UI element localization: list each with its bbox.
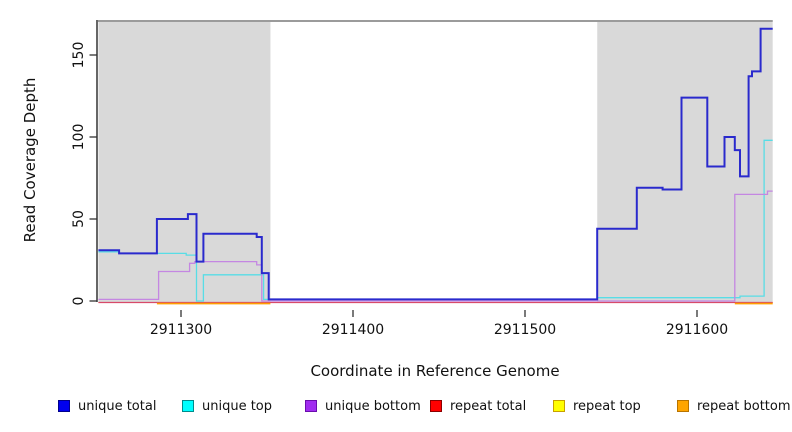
legend-label: repeat total bbox=[450, 398, 527, 414]
shaded-region bbox=[98, 20, 271, 303]
x-tick-label: 2911400 bbox=[321, 322, 385, 338]
legend-label: unique bottom bbox=[325, 398, 421, 414]
legend-swatch-icon bbox=[677, 400, 689, 412]
y-tick-label: 0 bbox=[71, 296, 87, 306]
legend-item-repeat-top: repeat top bbox=[553, 398, 641, 414]
legend-label: repeat bottom bbox=[697, 398, 791, 414]
x-tick-label: 2911500 bbox=[493, 322, 557, 338]
legend-item-repeat-total: repeat total bbox=[430, 398, 526, 414]
y-axis-label: Read Coverage Depth bbox=[21, 77, 39, 243]
legend-item-repeat-bottom: repeat bottom bbox=[677, 398, 791, 414]
legend-item-unique-top: unique top bbox=[182, 398, 272, 414]
y-tick-label: 50 bbox=[71, 210, 87, 228]
legend-item-unique-bottom: unique bottom bbox=[305, 398, 421, 414]
x-tick-label: 2911600 bbox=[665, 322, 729, 338]
x-tick-label: 2911300 bbox=[149, 322, 213, 338]
legend-item-unique-total: unique total bbox=[58, 398, 156, 414]
legend-swatch-icon bbox=[430, 400, 442, 412]
legend-label: unique top bbox=[202, 398, 273, 414]
legend-swatch-icon bbox=[58, 400, 70, 412]
series-line-unique-total bbox=[98, 27, 773, 301]
legend-swatch-icon bbox=[553, 400, 565, 412]
y-tick-label: 150 bbox=[71, 41, 87, 69]
legend: unique total unique top unique bottom repea… bbox=[0, 398, 792, 418]
shaded-region bbox=[597, 20, 773, 303]
series-line-unique-bottom bbox=[98, 190, 773, 302]
legend-swatch-icon bbox=[305, 400, 317, 412]
x-axis-label: Coordinate in Reference Genome bbox=[310, 362, 560, 380]
legend-label: repeat top bbox=[573, 398, 641, 414]
legend-label: unique total bbox=[78, 398, 157, 414]
y-tick-label: 100 bbox=[71, 123, 87, 151]
series-line-unique-top bbox=[98, 139, 773, 302]
legend-swatch-icon bbox=[182, 400, 194, 412]
